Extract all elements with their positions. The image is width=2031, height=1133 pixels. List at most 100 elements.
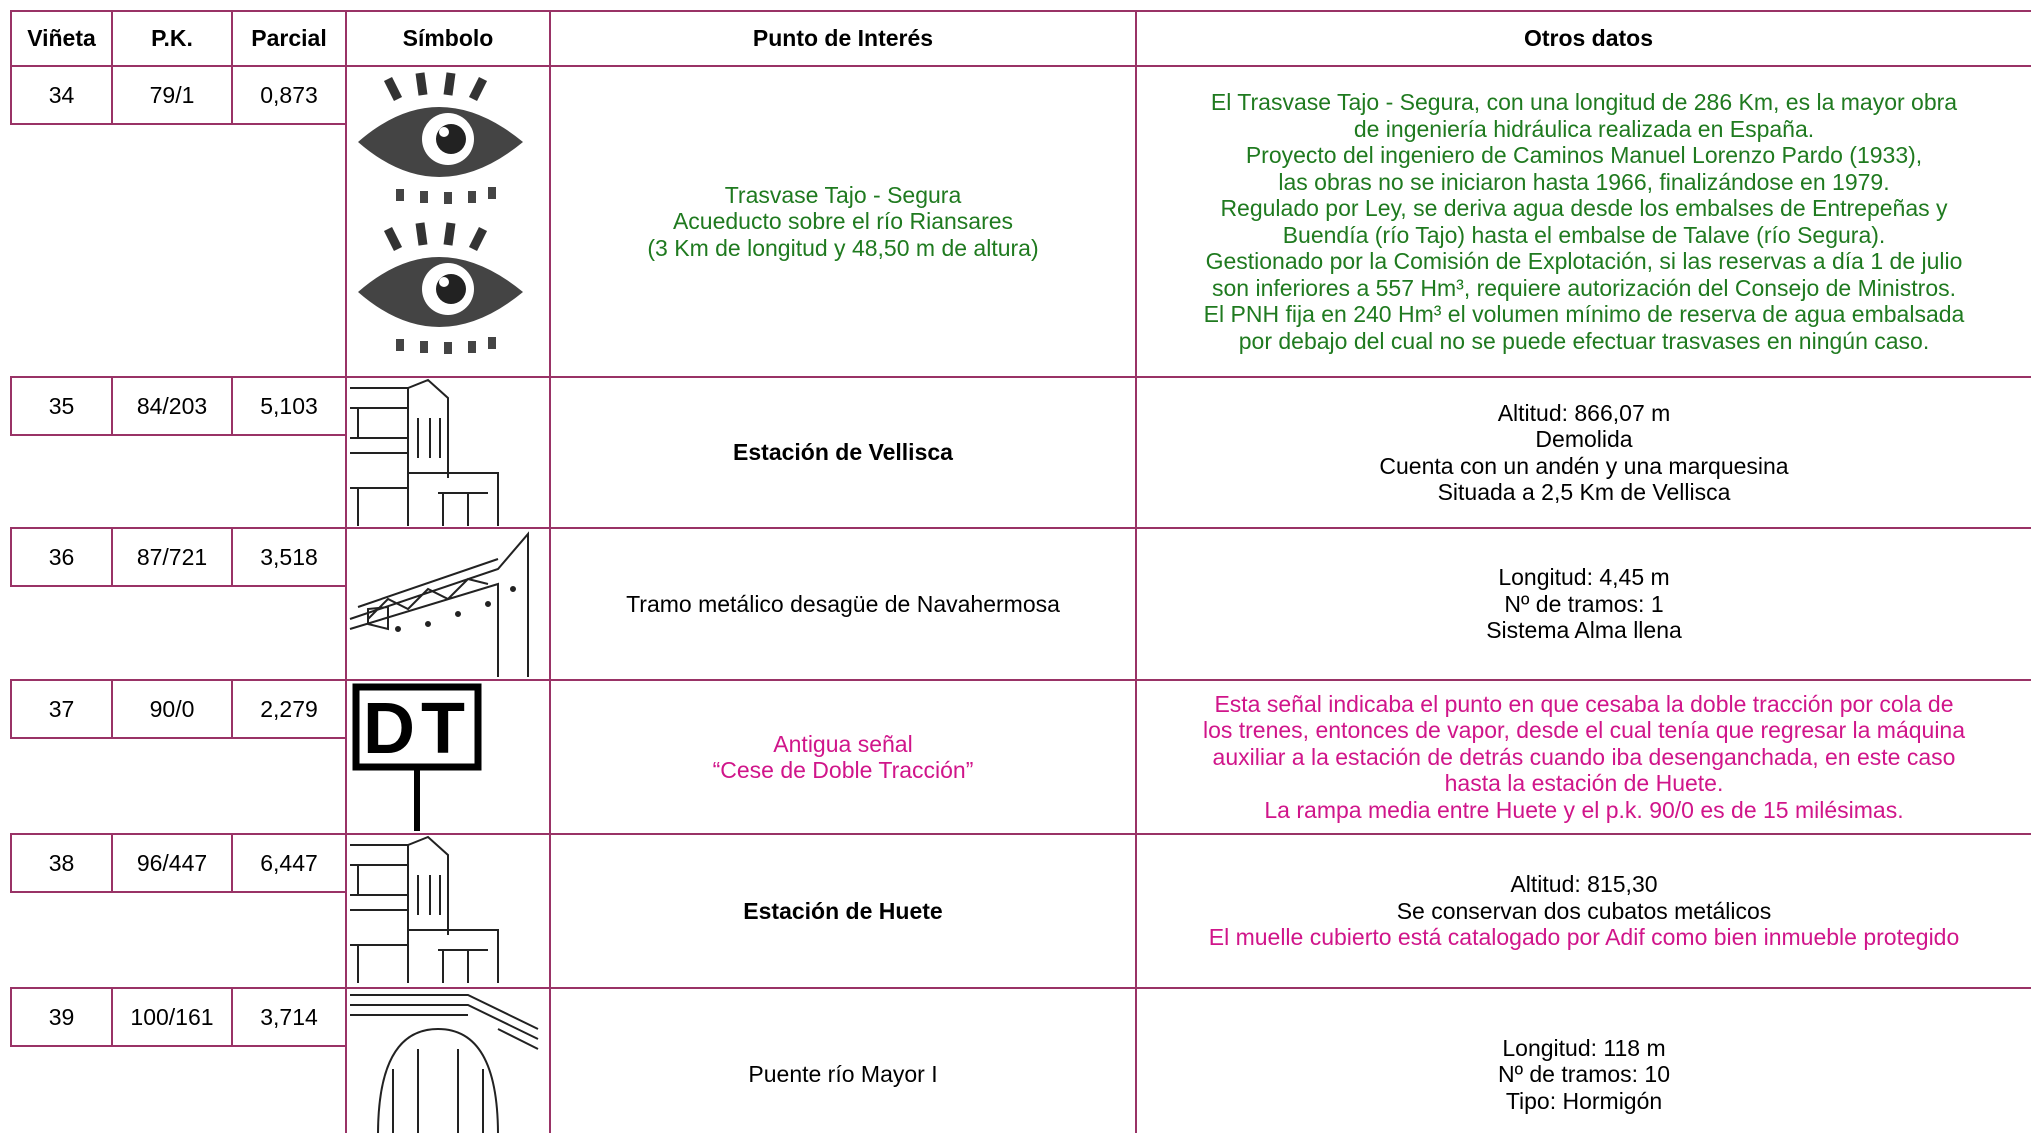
header-text: Parcial: [251, 25, 327, 52]
otros-cell: Esta señal indicaba el punto en que cesa…: [1135, 679, 2031, 835]
punto-cell: Estación de Huete: [549, 833, 1137, 989]
punto-text: Puente río Mayor I: [748, 1061, 938, 1088]
otros-text: auxiliar a la estación de detrás cuando …: [1212, 743, 1956, 770]
punto-text: Estación de Huete: [743, 897, 943, 924]
otros-text: Se conservan dos cubatos metálicos: [1396, 897, 1772, 924]
otros-text: El muelle cubierto está catalogado por A…: [1208, 924, 1960, 951]
pk-text: 79/1: [149, 81, 195, 108]
header-cell: Viñeta: [10, 10, 113, 67]
parcial-text: 3,714: [260, 1003, 318, 1030]
otros-text: Longitud: 118 m: [1502, 1034, 1666, 1061]
punto-cell: Tramo metálico desagüe de Navahermosa: [549, 527, 1137, 681]
punto-cell: Antigua señal “Cese de Doble Tracción”: [549, 679, 1137, 835]
otros-text: Buendía (río Tajo) hasta el embalse de T…: [1282, 221, 1886, 248]
otros-text: Demolida: [1535, 426, 1633, 452]
vineta-cell: 34: [10, 65, 113, 125]
otros-text: Esta señal indicaba el punto en que cesa…: [1214, 690, 1954, 717]
vineta-text: 37: [48, 695, 75, 722]
pk-text: 84/203: [136, 392, 208, 419]
symbol-cell: DT: [345, 679, 551, 835]
punto-text: “Cese de Doble Tracción”: [712, 757, 974, 783]
symbol-cell: [345, 65, 551, 378]
parcial-cell: 3,714: [231, 987, 347, 1047]
otros-text: Regulado por Ley, se deriva agua desde l…: [1220, 195, 1948, 221]
pk-text: 100/161: [130, 1003, 214, 1030]
pk-cell: 84/203: [111, 376, 233, 436]
punto-cell: Estación de Vellisca: [549, 376, 1137, 529]
otros-text: El PNH fija en 240 Hm³ el volumen mínimo…: [1203, 301, 1965, 327]
header-cell: Símbolo: [345, 10, 551, 67]
parcial-text: 3,518: [260, 543, 318, 570]
pk-cell: 87/721: [111, 527, 233, 587]
otros-text: Sistema Alma llena: [1486, 617, 1682, 644]
parcial-cell: 3,518: [231, 527, 347, 587]
symbol-cell: [345, 833, 551, 989]
otros-text: los trenes, entonces de vapor, desde el …: [1202, 717, 1966, 744]
vineta-cell: 39: [10, 987, 113, 1047]
otros-text: El Trasvase Tajo - Segura, con una longi…: [1210, 89, 1958, 115]
header-cell: P.K.: [111, 10, 233, 67]
otros-cell: Altitud: 815,30 Se conservan dos cubatos …: [1135, 833, 2031, 989]
pk-cell: 79/1: [111, 65, 233, 125]
otros-text: La rampa media entre Huete y el p.k. 90/…: [1264, 796, 1904, 823]
vineta-text: 34: [48, 81, 75, 108]
svg-text:DT: DT: [363, 689, 471, 769]
symbol-cell: [345, 527, 551, 681]
parcial-cell: 0,873: [231, 65, 347, 125]
vineta-text: 39: [48, 1003, 75, 1030]
header-text: P.K.: [151, 25, 193, 52]
otros-text: Gestionado por la Comisión de Explotació…: [1205, 248, 1963, 274]
otros-cell: Longitud: 118 m Nº de tramos: 10 Tipo: Hor…: [1135, 987, 2031, 1133]
symbol-cell: [345, 376, 551, 529]
pk-text: 96/447: [136, 849, 208, 876]
otros-text: Nº de tramos: 1: [1504, 590, 1664, 617]
header-text: Otros datos: [1523, 25, 1654, 52]
vineta-cell: 35: [10, 376, 113, 436]
pk-cell: 100/161: [111, 987, 233, 1047]
header-text: Punto de Interés: [752, 25, 934, 52]
vineta-text: 38: [48, 849, 75, 876]
parcial-text: 2,279: [260, 695, 318, 722]
punto-text: Acueducto sobre el río Riansares: [672, 208, 1014, 235]
pk-cell: 90/0: [111, 679, 233, 739]
punto-text: (3 Km de longitud y 48,50 m de altura): [647, 234, 1039, 261]
otros-text: Situada a 2,5 Km de Vellisca: [1437, 479, 1731, 505]
pk-text: 90/0: [149, 695, 195, 722]
otros-text: Longitud: 4,45 m: [1498, 564, 1670, 591]
pk-cell: 96/447: [111, 833, 233, 893]
vineta-cell: 36: [10, 527, 113, 587]
otros-text: Proyecto del ingeniero de Caminos Manuel…: [1245, 142, 1923, 168]
vineta-text: 35: [48, 392, 75, 419]
otros-cell: El Trasvase Tajo - Segura, con una longi…: [1135, 65, 2031, 378]
parcial-cell: 5,103: [231, 376, 347, 436]
parcial-cell: 2,279: [231, 679, 347, 739]
header-cell: Parcial: [231, 10, 347, 67]
punto-text: Estación de Vellisca: [733, 439, 953, 466]
header-text: Símbolo: [402, 25, 494, 52]
otros-text: son inferiores a 557 Hm³, requiere autor…: [1211, 274, 1957, 301]
parcial-text: 0,873: [260, 81, 318, 108]
otros-text: hasta la estación de Huete.: [1444, 770, 1724, 797]
otros-text: de ingeniería hidráulica realizada en Es…: [1353, 115, 1815, 142]
otros-text: Tipo: Hormigón: [1505, 1087, 1663, 1114]
parcial-text: 6,447: [260, 849, 318, 876]
punto-cell: Puente río Mayor I: [549, 987, 1137, 1133]
otros-text: Cuenta con un andén y una marquesina: [1379, 452, 1789, 479]
otros-cell: Altitud: 866,07 m Demolida Cuenta con un a…: [1135, 376, 2031, 529]
punto-text: Tramo metálico desagüe de Navahermosa: [626, 590, 1060, 617]
header-cell: Otros datos: [1135, 10, 2031, 67]
otros-text: por debajo del cual no se puede efectuar…: [1238, 327, 1930, 354]
parcial-cell: 6,447: [231, 833, 347, 893]
otros-text: Altitud: 866,07 m: [1497, 399, 1671, 426]
symbol-cell: [345, 987, 551, 1133]
otros-text: Altitud: 815,30: [1510, 871, 1658, 898]
vineta-cell: 37: [10, 679, 113, 739]
otros-text: Nº de tramos: 10: [1497, 1061, 1671, 1088]
punto-cell: Trasvase Tajo - Segura Acueducto sobre el…: [549, 65, 1137, 378]
vineta-cell: 38: [10, 833, 113, 893]
header-cell: Punto de Interés: [549, 10, 1137, 67]
punto-text: Trasvase Tajo - Segura: [724, 181, 962, 208]
parcial-text: 5,103: [260, 392, 318, 419]
otros-cell: Longitud: 4,45 m Nº de tramos: 1 Sistema A…: [1135, 527, 2031, 681]
vineta-text: 36: [48, 543, 75, 570]
